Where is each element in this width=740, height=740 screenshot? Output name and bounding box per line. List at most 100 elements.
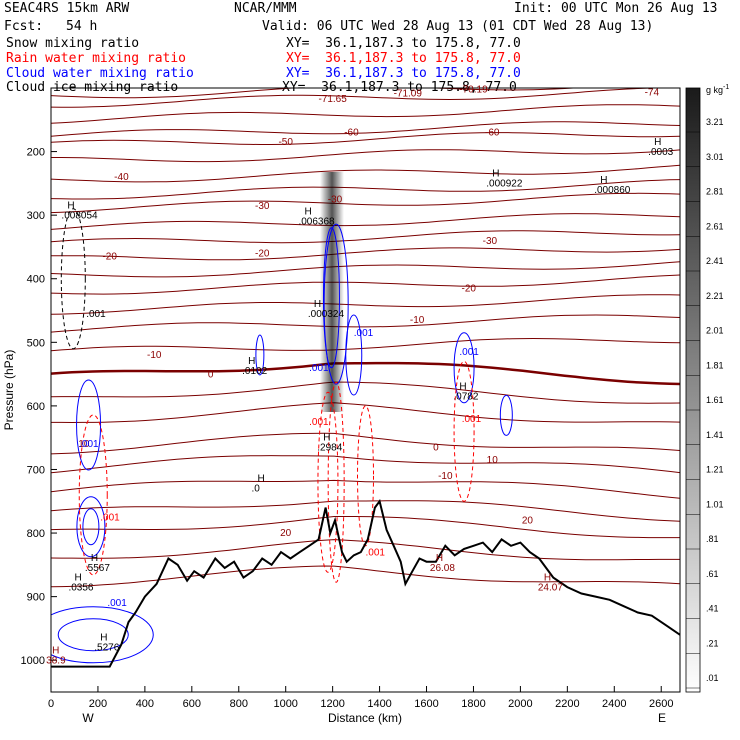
y-tick-label: 500: [27, 337, 45, 349]
extremum-marker: H: [52, 645, 59, 656]
extremum-marker: H: [459, 382, 466, 393]
cloud-water-contour: [255, 334, 265, 376]
contour-value-label: .001: [459, 347, 479, 358]
field-cloud-water-xy: XY= 36.1,187.3 to 175.8, 77.0: [286, 66, 521, 81]
isotherm-label: 0: [208, 369, 214, 380]
isotherm-label: -40: [114, 172, 129, 183]
extremum-marker: H: [323, 432, 330, 443]
isotherm-line: [51, 337, 680, 352]
isotherm-line: [51, 294, 680, 315]
extremum-value: .000922: [486, 179, 523, 190]
isotherm-label: -70.19: [459, 84, 488, 95]
extremum-value: .0102: [242, 366, 267, 377]
x-tick-label: 800: [230, 698, 248, 710]
colorbar-label: .81: [706, 534, 719, 544]
isotherm-label: -10: [147, 350, 162, 361]
colorbar-label: 1.41: [706, 430, 724, 440]
isotherm-label: 10: [487, 455, 499, 466]
isotherm-line: [51, 230, 680, 244]
field-snow-name: Snow mixing ratio: [6, 36, 140, 51]
isotherm-line: [51, 381, 680, 404]
colorbar-label: .41: [706, 604, 719, 614]
cloud-water-contour: [345, 314, 363, 396]
extremum-marker: H: [67, 200, 74, 211]
isotherm-line: [51, 88, 582, 99]
isotherm-line: [51, 479, 680, 499]
contour-value-label: .001: [462, 414, 482, 425]
isotherm-label: -60: [344, 128, 359, 139]
isotherm-line: [51, 455, 680, 474]
cloud-water-contour: [51, 606, 154, 664]
colorbar-label: 2.41: [706, 256, 724, 266]
y-tick-label: 900: [27, 592, 45, 604]
isotherm-line: [51, 88, 680, 108]
colorbar-label: .21: [706, 638, 719, 648]
colorbar-label: 3.21: [706, 117, 724, 127]
isotherm-label: 20: [280, 528, 292, 539]
x-axis-label: Distance (km): [328, 711, 402, 725]
x-end-right-label: E: [658, 711, 666, 725]
isotherm-label: -20: [255, 248, 270, 259]
isotherm-lines: [51, 88, 680, 588]
extremum-marker: H: [492, 169, 499, 180]
colorbar-ramp: [685, 87, 701, 693]
cloud-water-contour: [499, 394, 513, 436]
isotherm-line: [51, 149, 680, 163]
isotherm-line: [51, 539, 680, 561]
colorbar-labels: 3.21 3.01 2.81 2.61 2.41 2.21 2.01 1.81 1.61 1.41…: [686, 117, 724, 689]
extremum-value: 38.9: [46, 655, 66, 666]
extremum-marker: H: [600, 175, 607, 186]
isotherm-line: [51, 432, 680, 455]
isotherm-line: [51, 179, 680, 200]
isotherm-line: [51, 247, 680, 261]
isotherm-line: [51, 132, 680, 145]
colorbar-label: 2.81: [706, 187, 724, 197]
isotherm-line: [51, 261, 680, 278]
colorbar-label: 1.81: [706, 360, 724, 370]
x-tick-label: 2400: [602, 698, 626, 710]
fcst-value: 54 h: [66, 19, 98, 34]
cloud-water-contour: [76, 496, 106, 558]
isotherm-label: -30: [255, 201, 270, 212]
cloud-water-contour: [453, 332, 475, 404]
isotherm-label: -10: [410, 315, 425, 326]
fcst-label: Fcst:: [4, 19, 44, 34]
field-rain-xy: XY= 36.1,187.3 to 175.8, 77.0: [286, 51, 521, 66]
x-tick-label: 200: [89, 698, 107, 710]
isotherm-line: [51, 314, 680, 333]
colorbar-label: 2.01: [706, 326, 724, 336]
isotherm-line: [51, 274, 680, 295]
field-rain-name: Rain water mixing ratio: [6, 51, 187, 66]
colorbar-label: 2.61: [706, 221, 724, 231]
isotherm-label: -20: [462, 283, 477, 294]
isotherm-label: 10: [78, 439, 90, 450]
isotherm-label: -10: [438, 471, 453, 482]
isotherm-label: 0: [433, 442, 439, 453]
extremum-marker: H: [258, 474, 265, 485]
field-cloud-water-name: Cloud water mixing ratio: [6, 66, 194, 81]
y-tick-label: 700: [27, 464, 45, 476]
colorbar-label: 3.01: [706, 152, 724, 162]
extremum-value: .000860: [594, 185, 631, 196]
contour-value-label: .001: [100, 512, 120, 523]
x-tick-label: 1800: [461, 698, 485, 710]
y-tick-label: 300: [27, 210, 45, 222]
x-tick-label: 400: [136, 698, 154, 710]
cloud-water-contour: [76, 379, 102, 471]
contour-value-label: .001: [309, 363, 329, 374]
snow-contour: [60, 208, 86, 350]
contour-value-label: .001: [309, 417, 329, 428]
colorbar-label: .61: [706, 569, 719, 579]
colorbar-label: 1.01: [706, 499, 724, 509]
rain-contour: [453, 360, 475, 502]
cloud-water-contour: [323, 223, 349, 385]
colorbar-label: 2.21: [706, 291, 724, 301]
extremum-marker: H: [304, 207, 311, 218]
x-tick-label: 1200: [320, 698, 344, 710]
contour-value-label: .001: [107, 598, 127, 609]
x-tick-label: 1400: [367, 698, 391, 710]
extremum-value: .5276: [94, 643, 119, 654]
field-snow-xy: XY= 36.1,187.3 to 175.8, 77.0: [286, 36, 521, 51]
cloud-water-contour: [322, 227, 340, 369]
isotherm-line: [51, 361, 680, 386]
